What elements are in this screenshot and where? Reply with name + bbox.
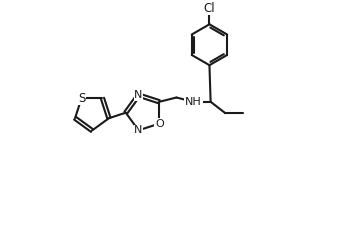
Text: Cl: Cl [204, 2, 215, 15]
Text: O: O [155, 119, 164, 129]
Text: N: N [134, 125, 143, 135]
Text: NH: NH [185, 97, 202, 107]
Text: S: S [78, 92, 85, 105]
Text: N: N [134, 90, 143, 100]
